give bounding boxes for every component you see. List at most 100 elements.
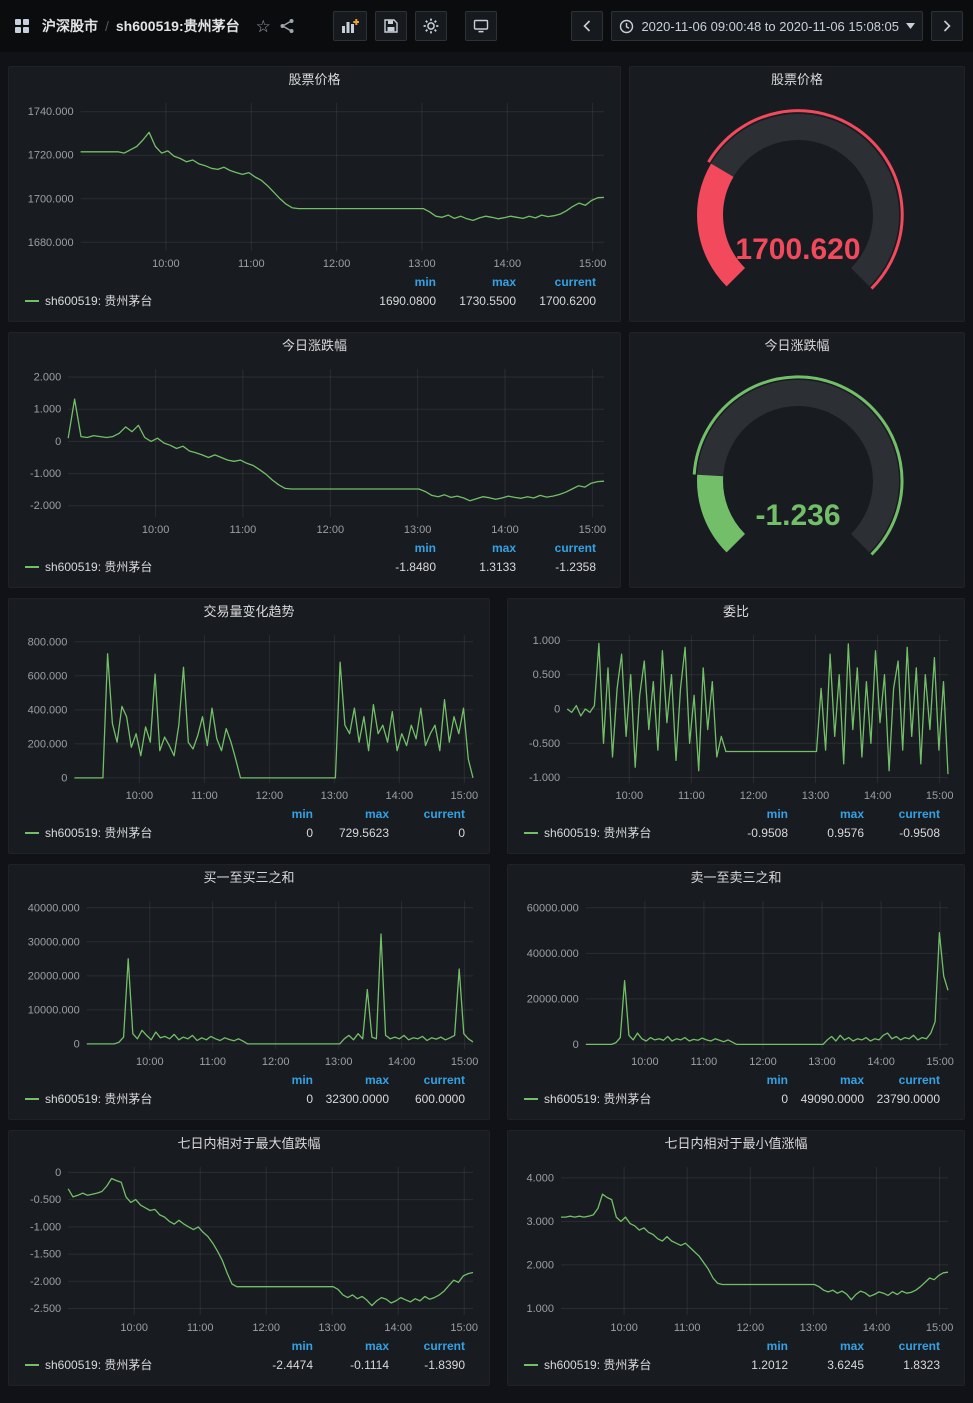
stock-price-chart[interactable]: 1740.000 1720.000 1700.000 1680.000 10:00 11:…	[17, 95, 614, 271]
stat-header-min[interactable]: min	[766, 1073, 788, 1087]
svg-text:4.000: 4.000	[526, 1172, 554, 1184]
svg-text:1.000: 1.000	[526, 1303, 554, 1315]
panel-title[interactable]: 卖一至卖三之和	[690, 870, 782, 885]
stat-header-current[interactable]: current	[898, 807, 940, 821]
drawdown-from-max-chart[interactable]: 0 -0.500 -1.000 -1.500 -2.000 -2.500 10:00 11:0…	[17, 1159, 483, 1335]
dashboard-settings-button[interactable]	[414, 11, 447, 41]
svg-text:10:00: 10:00	[616, 790, 644, 802]
breadcrumb-dashboard-title[interactable]: sh600519:贵州茅台	[115, 18, 240, 34]
svg-text:1.000: 1.000	[34, 404, 62, 416]
stat-header-min[interactable]: min	[766, 807, 788, 821]
stat-min-value: -2.4474	[272, 1357, 313, 1372]
svg-text:11:00: 11:00	[187, 1322, 214, 1334]
legend-item[interactable]: sh600519: 贵州茅台	[25, 1356, 237, 1373]
legend-item[interactable]: sh600519: 贵州茅台	[524, 1356, 712, 1373]
stat-header-current[interactable]: current	[554, 275, 596, 289]
legend-item[interactable]: sh600519: 贵州茅台	[25, 824, 237, 841]
gain-from-min-chart[interactable]: 4.000 3.000 2.000 1.000 10:00 11:00 12:00 13:00…	[516, 1159, 958, 1335]
stat-header-min[interactable]: min	[414, 541, 436, 555]
time-range-forward-button[interactable]	[931, 11, 963, 41]
series-color-marker	[25, 1363, 39, 1366]
svg-text:13:00: 13:00	[408, 258, 436, 270]
svg-text:-1.000: -1.000	[529, 772, 560, 784]
svg-text:12:00: 12:00	[740, 790, 768, 802]
stat-header-max[interactable]: max	[839, 1339, 864, 1353]
star-icon[interactable]: ☆	[255, 16, 271, 36]
save-dashboard-button[interactable]	[374, 11, 407, 41]
volume-trend-chart[interactable]: 800.000 600.000 400.000 200.000 0 10:00 11:00 1…	[17, 627, 483, 803]
add-panel-button[interactable]	[332, 11, 367, 41]
stat-header-min[interactable]: min	[291, 807, 313, 821]
stat-header-max[interactable]: max	[839, 1073, 864, 1087]
stat-header-min[interactable]: min	[766, 1339, 788, 1353]
bid-sum-chart[interactable]: 40000.000 30000.000 20000.000 10000.000 0 10:…	[17, 893, 483, 1069]
cycle-view-button[interactable]	[464, 11, 497, 41]
breadcrumb-folder[interactable]: 沪深股市	[42, 18, 98, 34]
svg-text:14:00: 14:00	[864, 790, 892, 802]
panel-title[interactable]: 股票价格	[288, 72, 341, 87]
legend-item[interactable]: sh600519: 贵州茅台	[25, 558, 356, 575]
panel-stock-price-gauge: 股票价格 1700.620	[629, 66, 965, 322]
svg-text:40000.000: 40000.000	[28, 902, 80, 914]
stat-min-value: 1690.0800	[379, 293, 436, 308]
share-icon[interactable]	[275, 18, 299, 34]
legend-item[interactable]: sh600519: 贵州茅台	[524, 1090, 712, 1107]
svg-text:10:00: 10:00	[610, 1322, 638, 1334]
svg-text:11:00: 11:00	[199, 1056, 226, 1068]
stat-header-current[interactable]: current	[898, 1073, 940, 1087]
legend-item[interactable]: sh600519: 贵州茅台	[25, 1090, 237, 1107]
time-range-back-button[interactable]	[571, 11, 604, 41]
stat-header-max[interactable]: max	[839, 807, 864, 821]
panel-title[interactable]: 今日涨跌幅	[764, 338, 830, 353]
svg-text:0: 0	[55, 436, 61, 448]
panel-title[interactable]: 今日涨跌幅	[281, 338, 347, 353]
stat-header-min[interactable]: min	[414, 275, 436, 289]
legend-item[interactable]: sh600519: 贵州茅台	[25, 292, 356, 309]
clock-icon	[620, 19, 634, 33]
weibi-chart[interactable]: 1.000 0.500 0 -0.500 -1.000 10:00 11:00 12:00 13…	[516, 627, 958, 803]
svg-text:1720.000: 1720.000	[28, 150, 74, 162]
stat-header-min[interactable]: min	[291, 1339, 313, 1353]
panel-title[interactable]: 委比	[722, 604, 749, 619]
change-percent-chart[interactable]: 2.000 1.000 0 -1.000 -2.000 10:00 11:00 12:00 13…	[17, 361, 614, 537]
stat-header-max[interactable]: max	[491, 275, 516, 289]
svg-text:11:00: 11:00	[230, 524, 257, 536]
series-name: sh600519: 贵州茅台	[544, 1092, 652, 1106]
stat-header-current[interactable]: current	[423, 807, 465, 821]
ask-sum-chart[interactable]: 60000.000 40000.000 20000.000 0 10:00 11:00 12…	[516, 893, 958, 1069]
stat-headers: min max current	[17, 807, 481, 821]
breadcrumb[interactable]: 沪深股市 / sh600519:贵州茅台	[42, 16, 240, 36]
panel-title[interactable]: 股票价格	[770, 72, 823, 87]
svg-text:15:00: 15:00	[579, 258, 607, 270]
legend-item[interactable]: sh600519: 贵州茅台	[524, 824, 712, 841]
stat-header-current[interactable]: current	[554, 541, 596, 555]
stat-header-max[interactable]: max	[364, 807, 389, 821]
svg-text:15:00: 15:00	[926, 1056, 954, 1068]
stat-header-current[interactable]: current	[423, 1339, 465, 1353]
time-range-picker-button[interactable]: 2020-11-06 09:00:48 to 2020-11-06 15:08:…	[611, 11, 923, 41]
svg-text:12:00: 12:00	[323, 258, 351, 270]
stat-header-max[interactable]: max	[364, 1073, 389, 1087]
stat-header-max[interactable]: max	[491, 541, 516, 555]
panel-title[interactable]: 买一至买三之和	[203, 870, 295, 885]
stat-header-current[interactable]: current	[423, 1073, 465, 1087]
svg-text:200.000: 200.000	[28, 738, 68, 750]
svg-text:2.000: 2.000	[526, 1259, 554, 1271]
stat-header-max[interactable]: max	[364, 1339, 389, 1353]
series-name: sh600519: 贵州茅台	[45, 1092, 153, 1106]
monitor-icon	[473, 19, 489, 33]
stat-min-value: 0	[306, 1091, 313, 1106]
gear-icon	[423, 18, 439, 34]
panel-title[interactable]: 交易量变化趋势	[203, 604, 295, 619]
panel-title[interactable]: 七日内相对于最大值跌幅	[177, 1136, 321, 1151]
stat-header-min[interactable]: min	[291, 1073, 313, 1087]
stock-price-gauge: 1700.620	[697, 109, 904, 290]
apps-grid-icon[interactable]	[10, 18, 34, 34]
svg-text:-1.500: -1.500	[30, 1249, 61, 1261]
panel-title[interactable]: 七日内相对于最小值涨幅	[664, 1136, 808, 1151]
svg-text:14:00: 14:00	[384, 1322, 412, 1334]
time-range-text: 2020-11-06 09:00:48 to 2020-11-06 15:08:…	[641, 18, 899, 34]
svg-text:11:00: 11:00	[691, 1056, 718, 1068]
svg-text:14:00: 14:00	[386, 790, 414, 802]
stat-header-current[interactable]: current	[898, 1339, 940, 1353]
